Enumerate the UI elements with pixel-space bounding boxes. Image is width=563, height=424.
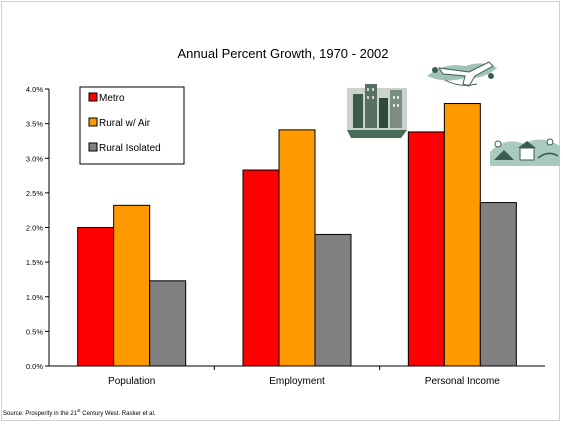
- legend-label: Rural Isolated: [99, 143, 161, 154]
- source-superscript: st: [77, 408, 81, 413]
- bar-rural-w-air-personal-income: [443, 103, 481, 367]
- y-tick-label: 2.5%: [26, 189, 43, 198]
- chart-title: Annual Percent Growth, 1970 - 2002: [177, 46, 388, 61]
- airplane-icon: [427, 61, 497, 87]
- legend-swatch: [88, 142, 98, 152]
- bar-rural-isolated-employment: [314, 233, 352, 367]
- y-tick-label: 3.0%: [26, 154, 43, 163]
- bar-rural-isolated-personal-income: [479, 202, 517, 367]
- legend-label: Rural w/ Air: [99, 118, 151, 129]
- legend-swatch: [88, 92, 98, 102]
- bar-series: [77, 103, 517, 367]
- source-suffix: Century West. Rasker et al.: [80, 411, 156, 417]
- bar-rural-w-air-employment: [278, 129, 316, 367]
- y-tick-label: 0.0%: [26, 362, 43, 371]
- bar-metro-population: [77, 227, 115, 367]
- x-axis-categories: Population Employment Personal Income: [108, 366, 500, 387]
- y-tick-label: 4.0%: [26, 85, 43, 94]
- city-buildings-icon: [347, 84, 407, 138]
- chart-legend: Metro Rural w/ Air Rural Isolated: [79, 86, 185, 165]
- y-tick-label: 1.5%: [26, 258, 43, 267]
- y-tick-label: 1.0%: [26, 293, 43, 302]
- bar-metro-personal-income: [407, 131, 445, 367]
- source-note: Source: Prosperity in the 21st Century W…: [3, 408, 156, 417]
- x-category-label: Employment: [269, 376, 325, 387]
- bar-rural-w-air-population: [113, 204, 151, 367]
- y-tick-label: 2.0%: [26, 224, 43, 233]
- rural-farm-icon: [490, 138, 560, 166]
- x-category-label: Population: [108, 376, 155, 387]
- bar-metro-employment: [242, 169, 280, 367]
- bar-rural-isolated-population: [149, 280, 187, 367]
- y-tick-label: 0.5%: [26, 327, 43, 336]
- legend-label: Metro: [99, 93, 125, 104]
- legend-swatch: [88, 117, 98, 127]
- x-category-label: Personal Income: [425, 376, 500, 387]
- y-axis-ticks: 0.0% 0.5% 1.0% 1.5% 2.0% 2.5% 3.0% 3.5% 4.0%: [26, 85, 49, 371]
- source-prefix: Source: Prosperity in the 21: [3, 411, 78, 417]
- y-tick-label: 3.5%: [26, 120, 43, 129]
